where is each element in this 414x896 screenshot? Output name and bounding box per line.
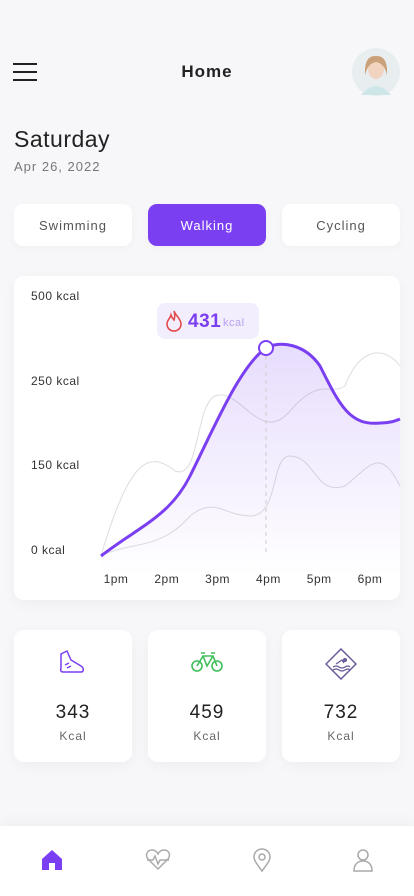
callout-unit: kcal	[223, 317, 245, 329]
stat-icon	[325, 648, 357, 680]
nav-profile[interactable]	[352, 848, 374, 872]
page-title: Home	[181, 62, 233, 81]
x-axis-label: 4pm	[255, 572, 281, 586]
stat-unit: Kcal	[59, 729, 87, 743]
x-axis-label: 1pm	[103, 572, 129, 586]
tab[interactable]: Swimming	[14, 204, 132, 246]
x-axis-label: 5pm	[306, 572, 332, 586]
avatar[interactable]	[351, 47, 401, 97]
stat-icon	[191, 652, 223, 672]
flame-icon	[166, 310, 182, 332]
y-axis-label: 150 kcal	[31, 458, 80, 473]
day-label: Saturday	[14, 126, 111, 152]
tab[interactable]: Walking	[148, 204, 266, 246]
y-axis-label: 250 kcal	[31, 373, 80, 388]
stat-value: 459	[189, 702, 225, 723]
y-axis-label: 0 kcal	[31, 543, 66, 558]
stat-value: 732	[323, 702, 359, 723]
x-axis-label: 6pm	[357, 572, 383, 586]
nav-health[interactable]	[145, 848, 171, 872]
stat-value: 343	[55, 702, 91, 723]
menu-button[interactable]	[12, 62, 38, 82]
tab[interactable]: Cycling	[282, 204, 400, 246]
stat-unit: Kcal	[193, 729, 221, 743]
stat-unit: Kcal	[327, 729, 355, 743]
stat-card: 343 Kcal	[14, 630, 132, 762]
nav-location[interactable]	[252, 848, 272, 872]
stat-icon	[59, 649, 84, 673]
stat-card: 459 Kcal	[148, 630, 266, 762]
callout: 431 kcal	[157, 303, 259, 339]
stat-card: 732 Kcal	[282, 630, 400, 762]
date-label: Apr 26, 2022	[14, 159, 101, 174]
y-axis-label: 500 kcal	[31, 289, 80, 303]
bottom-nav	[0, 826, 414, 896]
x-axis-label: 3pm	[205, 572, 231, 586]
x-axis-label: 2pm	[154, 572, 180, 586]
callout-value: 431	[188, 311, 222, 332]
nav-home[interactable]	[40, 848, 64, 872]
chart-lines	[100, 340, 401, 576]
